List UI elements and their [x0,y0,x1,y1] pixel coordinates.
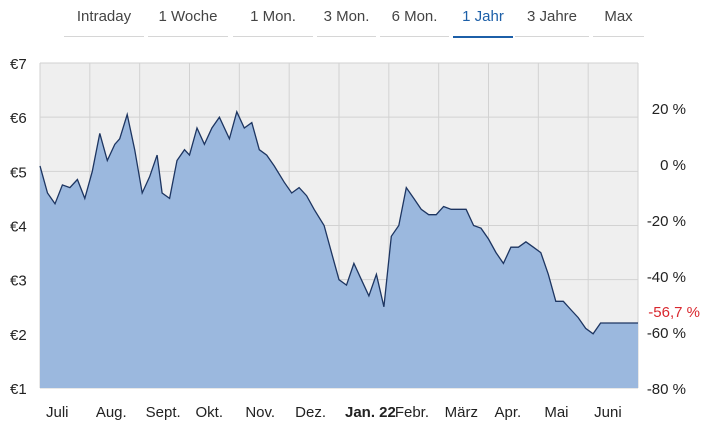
y-tick-label: €2 [10,327,27,344]
y2-tick-label: -40 % [647,269,686,286]
tab-1-jahr[interactable]: 1 Jahr [453,0,513,38]
y-tick-label: €3 [10,273,27,290]
x-tick-label: Apr. [495,404,522,421]
y2-tick-label: -80 % [647,381,686,398]
x-tick-label: Febr. [395,404,429,421]
y-tick-label: €6 [10,110,27,127]
x-tick-label: Sept. [146,404,181,421]
y2-tick-label: 0 % [660,157,686,174]
y2-tick-label: -20 % [647,213,686,230]
tab-1-woche[interactable]: 1 Woche [148,0,228,37]
y-tick-label: €7 [10,56,27,73]
price-area [40,111,638,389]
x-tick-label: Okt. [196,404,224,421]
tab-3-mon[interactable]: 3 Mon. [317,0,376,37]
x-tick-label: Mai [544,404,568,421]
current-change-label: -56,7 % [648,304,700,321]
price-line [39,109,638,335]
tab-1-mon[interactable]: 1 Mon. [233,0,313,37]
tab-intraday[interactable]: Intraday [64,0,144,37]
y-tick-label: €5 [10,164,27,181]
tab-3-jahre[interactable]: 3 Jahre [515,0,589,37]
tab-max[interactable]: Max [593,0,644,37]
y2-tick-label: 20 % [652,101,686,118]
y2-tick-label: -60 % [647,325,686,342]
x-tick-label: Juli [46,404,69,421]
y-axis-right: -80 % -60 % -40 % -20 % 0 % 20 % [647,101,686,398]
tab-6-mon[interactable]: 6 Mon. [380,0,449,37]
timeframe-tabs: Intraday 1 Woche 1 Mon. 3 Mon. 6 Mon. 1 Jahr 3… [64,0,644,38]
x-tick-label: Jan. 22 [345,404,396,421]
x-tick-label: Dez. [295,404,326,421]
x-tick-label: Juni [594,404,622,421]
y-axis-left: €1 €2 €3 €4 €5 €6 €7 [10,56,27,398]
x-tick-label: März [445,404,478,421]
x-tick-label: Nov. [245,404,275,421]
x-tick-label: Aug. [96,404,127,421]
y-tick-label: €1 [10,381,27,398]
y-tick-label: €4 [10,219,27,236]
